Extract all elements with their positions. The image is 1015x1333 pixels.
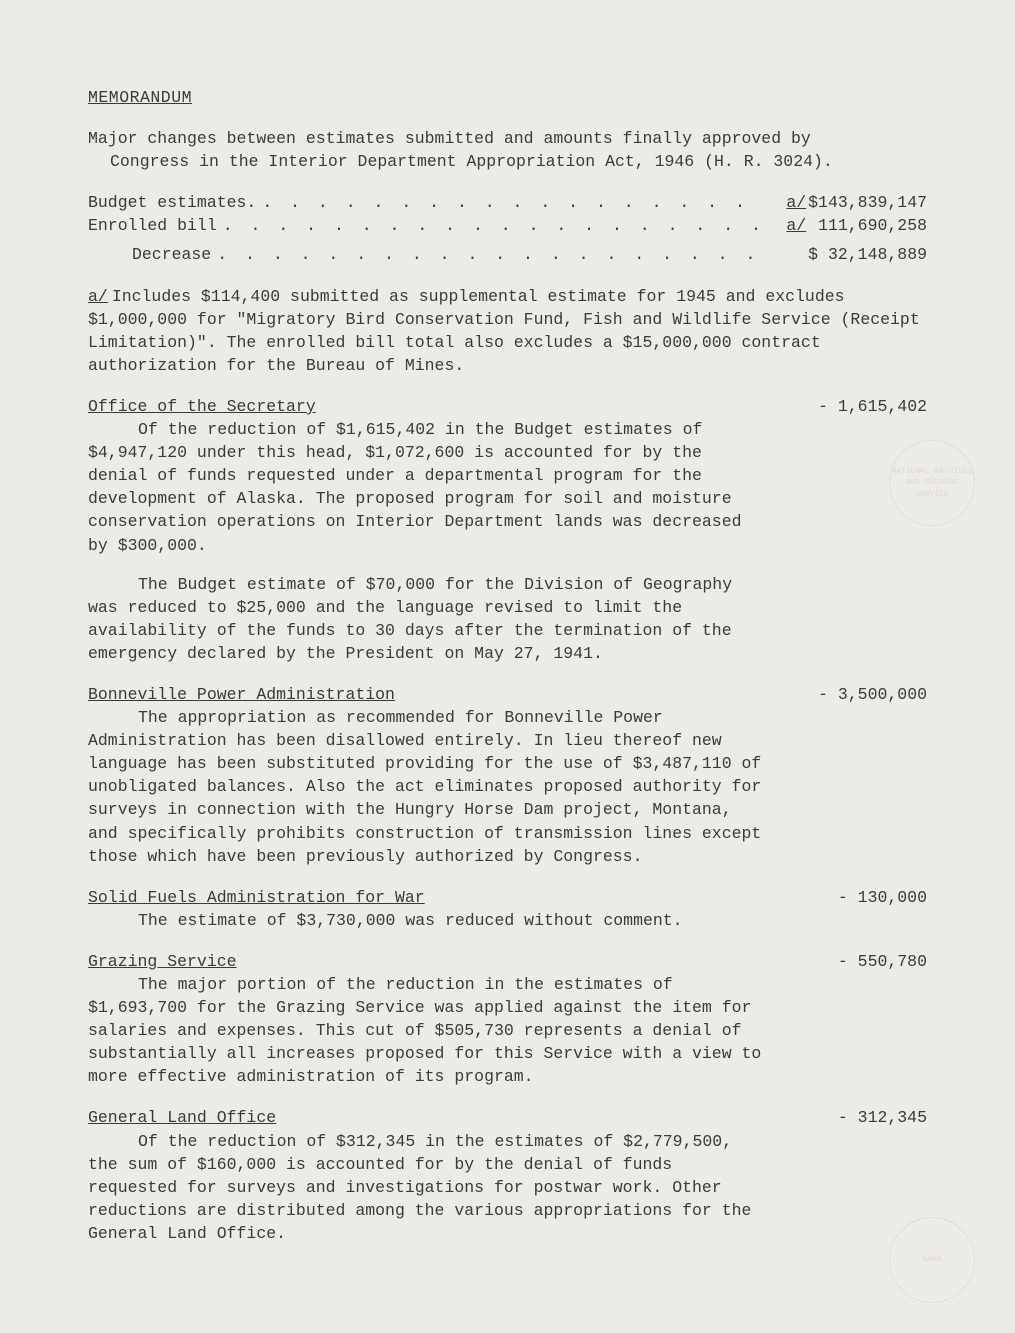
leader-dots: . . . . . . . . . . . . . . . . . . . . … xyxy=(256,191,757,214)
section-amount: - 312,345 xyxy=(838,1106,927,1129)
section-paragraph: Of the reduction of $312,345 in the esti… xyxy=(88,1130,768,1245)
section-paragraph: The estimate of $3,730,000 was reduced w… xyxy=(88,909,768,932)
section-title: Grazing Service xyxy=(88,952,237,971)
footnote-a: a/Includes $114,400 submitted as supplem… xyxy=(88,285,927,377)
leader-dots: . . . . . . . . . . . . . . . . . . . . … xyxy=(211,243,757,266)
summary-row-decrease: Decrease . . . . . . . . . . . . . . . .… xyxy=(88,243,927,266)
leader-dots: . . . . . . . . . . . . . . . . . . . . … xyxy=(217,214,757,237)
summary-row-enrolled: Enrolled bill . . . . . . . . . . . . . … xyxy=(88,214,927,237)
section-title: Office of the Secretary xyxy=(88,397,316,416)
intro-line-1: Major changes between estimates submitte… xyxy=(88,127,927,150)
section-amount: - 130,000 xyxy=(838,886,927,909)
archive-seal-icon: NARA xyxy=(889,1217,975,1303)
summary-value: a/$143,839,147 xyxy=(757,191,927,214)
section: General Land Office - 312,345 Of the reduc… xyxy=(88,1106,927,1245)
section: Office of the Secretary - 1,615,402 Of the… xyxy=(88,395,927,665)
section-paragraph: The Budget estimate of $70,000 for the D… xyxy=(88,573,768,665)
intro-paragraph: Major changes between estimates submitte… xyxy=(88,127,927,173)
summary-value: a/ 111,690,258 xyxy=(757,214,927,237)
section-paragraph: Of the reduction of $1,615,402 in the Bu… xyxy=(88,418,768,557)
footnote-mark: a/ xyxy=(88,287,108,306)
memo-title: MEMORANDUM xyxy=(88,86,927,109)
section-paragraph: The major portion of the reduction in th… xyxy=(88,973,768,1088)
summary-label: Budget estimates. xyxy=(88,191,256,214)
archive-seal-icon: NATIONAL ARCHIVES AND RECORDS SERVICE xyxy=(889,440,975,526)
section: Solid Fuels Administration for War - 130,… xyxy=(88,886,927,932)
summary-label: Decrease xyxy=(88,243,211,266)
footnote-text: Includes $114,400 submitted as supplemen… xyxy=(88,287,920,375)
sections-container: Office of the Secretary - 1,615,402 Of the… xyxy=(88,395,927,1245)
summary-table: Budget estimates. . . . . . . . . . . . … xyxy=(88,191,927,266)
section-title: Bonneville Power Administration xyxy=(88,685,395,704)
section-amount: - 1,615,402 xyxy=(818,395,927,418)
section: Bonneville Power Administration - 3,500,0… xyxy=(88,683,927,868)
section-amount: - 550,780 xyxy=(838,950,927,973)
page: MEMORANDUM Major changes between estimat… xyxy=(0,0,1015,1333)
summary-row-budget: Budget estimates. . . . . . . . . . . . … xyxy=(88,191,927,214)
section: Grazing Service - 550,780 The major portio… xyxy=(88,950,927,1089)
section-title: General Land Office xyxy=(88,1108,276,1127)
intro-line-2: Congress in the Interior Department Appr… xyxy=(88,150,927,173)
section-amount: - 3,500,000 xyxy=(818,683,927,706)
section-paragraph: The appropriation as recommended for Bon… xyxy=(88,706,768,868)
summary-label: Enrolled bill xyxy=(88,214,217,237)
summary-value: $ 32,148,889 xyxy=(757,243,927,266)
section-title: Solid Fuels Administration for War xyxy=(88,888,425,907)
